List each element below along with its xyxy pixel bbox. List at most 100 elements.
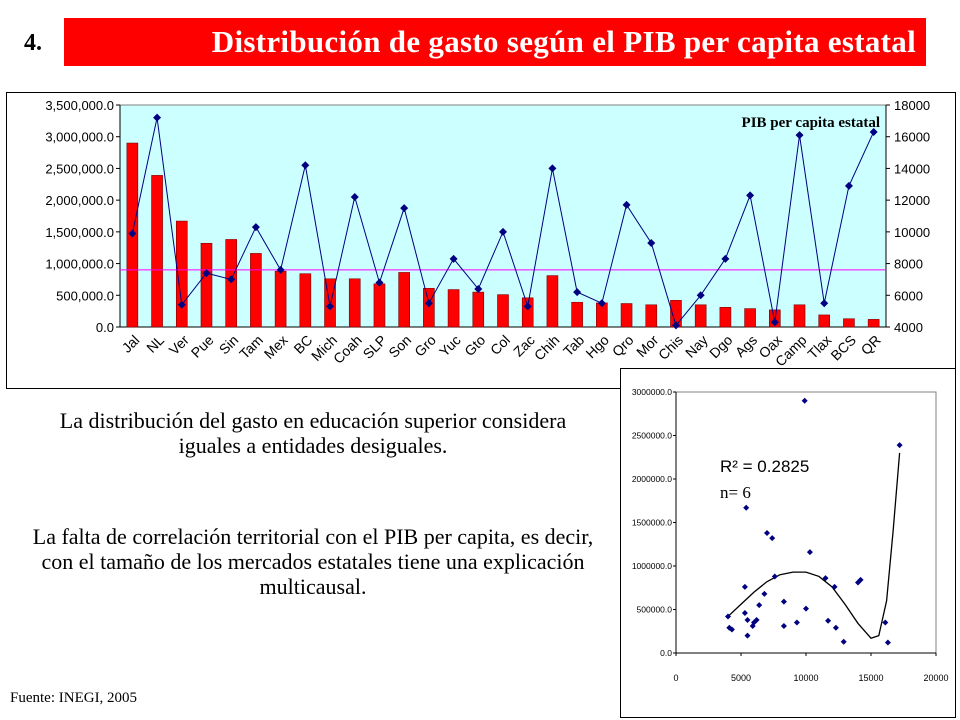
trendline: [727, 452, 901, 639]
pib-point-tlax: [820, 299, 829, 308]
bar-bcs: [843, 318, 855, 328]
pib-point-bcs: [844, 181, 853, 190]
scatter-point: [761, 590, 768, 597]
bar-slp: [373, 283, 386, 328]
bar-qr: [867, 319, 880, 328]
pib-point-zac: [523, 302, 532, 311]
right-tick-label: 6000: [894, 288, 923, 303]
scatter-point: [896, 442, 903, 449]
slide-number: 4.: [24, 30, 42, 56]
pib-point-col: [499, 227, 507, 236]
pib-point-hgo: [597, 299, 606, 308]
bar-zac: [521, 297, 534, 328]
right-tick-label: 14000: [894, 161, 930, 176]
scatter-point: [840, 638, 847, 645]
bar-coah: [348, 278, 361, 328]
bar-chih: [546, 275, 559, 328]
bar-col: [497, 294, 509, 328]
left-tick-label: 2,500,000.0: [45, 161, 114, 176]
right-tick-label: 16000: [894, 130, 930, 145]
pib-point-camp: [795, 131, 804, 140]
pib-point-mich: [326, 302, 335, 311]
bar-gto: [472, 291, 485, 328]
bar-qro: [620, 303, 633, 328]
bar-pue: [200, 242, 213, 328]
paragraph-1: La distribución del gasto en educación s…: [59, 408, 567, 458]
pib-point-nl: [153, 113, 162, 122]
scatter-y-label: 2500000.0: [632, 431, 672, 441]
bar-tlax: [818, 314, 831, 328]
scatter-point: [769, 535, 776, 542]
scatter-point: [753, 616, 760, 623]
right-tick-label: 12000: [894, 193, 930, 208]
scatter-point: [728, 626, 735, 633]
scatter-x-label: 5000: [731, 673, 751, 683]
source-note: Fuente: INEGI, 2005: [10, 690, 138, 706]
bar-gro: [423, 288, 435, 328]
left-tick-label: 500,000.0: [56, 288, 114, 303]
right-tick-label: 8000: [894, 257, 923, 272]
scatter-point: [884, 639, 891, 646]
scatter-x-label: 15000: [858, 673, 883, 683]
plot-area: [119, 104, 887, 328]
scatter-point: [882, 619, 889, 626]
pib-point-gto: [474, 284, 483, 293]
scatter-y-label: 500000.0: [637, 605, 673, 615]
scatter-point: [822, 575, 829, 582]
scatter-plot-area: [675, 391, 937, 654]
main-chart: 0.0 500,000.0 1,000,000.0 1,500,000.0 2,000,…: [6, 92, 956, 389]
bar-tam: [250, 253, 262, 328]
scatter-point: [825, 617, 832, 624]
pib-point-ags: [746, 191, 755, 200]
left-tick-label: 3,000,000.0: [45, 130, 114, 145]
scatter-x-label: 20000: [923, 673, 948, 683]
scatter-point: [741, 583, 748, 590]
scatter-point: [771, 573, 778, 580]
scatter-point: [780, 623, 787, 630]
r-squared-label: R² = 0.2825: [720, 457, 809, 476]
right-tick-label: 18000: [894, 98, 930, 113]
left-tick-label: 2,000,000.0: [45, 193, 114, 208]
pib-point-mex: [276, 265, 285, 274]
scatter-point: [756, 602, 763, 609]
pib-point-gro: [424, 299, 433, 308]
scatter-point: [743, 504, 750, 511]
scatter-point: [803, 605, 809, 612]
n-label: n= 6: [720, 483, 751, 502]
bar-son: [398, 272, 410, 328]
scatter-point: [831, 583, 838, 590]
scatter-x-label: 0: [673, 673, 678, 683]
pib-point-nay: [696, 291, 705, 300]
scatter-point: [744, 616, 751, 623]
bar-nl: [151, 175, 163, 328]
title-bar: Distribución de gasto según el PIB per c…: [64, 18, 926, 66]
scatter-point: [806, 549, 813, 556]
scatter-point: [801, 397, 808, 404]
scatter-y-label: 0.0: [660, 648, 672, 658]
scatter-point: [780, 598, 787, 605]
bar-yuc: [447, 289, 460, 328]
bar-mex: [274, 270, 287, 328]
pib-point-qr: [869, 127, 878, 136]
bar-tab: [571, 301, 583, 328]
scatter-y-label: 1000000.0: [632, 561, 672, 571]
pib-point-son: [400, 204, 409, 213]
paragraph-2: La falta de correlación territorial con …: [32, 524, 594, 599]
pib-point-pue: [202, 269, 211, 278]
left-tick-label: 0.0: [96, 320, 114, 335]
bar-nay: [694, 304, 707, 328]
chart-annotation: PIB per capita estatal: [742, 115, 880, 131]
right-tick-label: 4000: [894, 320, 923, 335]
scatter-point: [857, 576, 864, 583]
pib-point-mor: [647, 238, 656, 247]
scatter-point: [725, 613, 731, 620]
scatter-point: [793, 619, 800, 626]
bar-mor: [645, 304, 658, 328]
pib-point-chis: [671, 321, 680, 330]
pib-point-chih: [548, 164, 557, 173]
scatter-point: [726, 624, 733, 631]
right-tick-label: 10000: [894, 225, 930, 240]
bar-dgo: [719, 307, 732, 328]
left-tick-label: 1,000,000.0: [45, 257, 114, 272]
scatter-y-label: 1500000.0: [632, 518, 672, 528]
